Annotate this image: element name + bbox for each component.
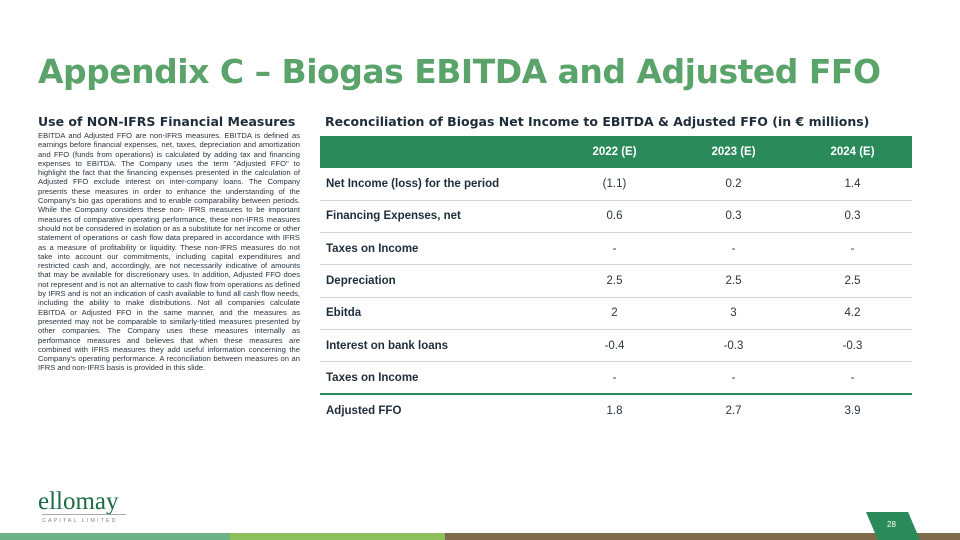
table-row: Taxes on Income - - - <box>320 232 912 266</box>
cell-value: 3 <box>674 297 793 330</box>
page-title: Appendix C – Biogas EBITDA and Adjusted … <box>38 52 881 91</box>
non-ifrs-description: EBITDA and Adjusted FFO are non-IFRS mea… <box>38 131 300 373</box>
cell-value: 1.8 <box>555 393 674 427</box>
cell-value: 3.9 <box>793 393 912 427</box>
cell-value: (1.1) <box>555 168 674 201</box>
cell-value: - <box>793 361 912 395</box>
logo-subtitle: CAPITAL LIMITED <box>42 518 118 524</box>
non-ifrs-heading: Use of NON-IFRS Financial Measures <box>38 114 296 129</box>
table-row: Depreciation 2.5 2.5 2.5 <box>320 264 912 298</box>
row-label: Financing Expenses, net <box>320 200 555 234</box>
table-row: Interest on bank loans -0.4 -0.3 -0.3 <box>320 329 912 363</box>
reconciliation-table: 2022 (E) 2023 (E) 2024 (E) Net Income (l… <box>320 136 912 427</box>
row-label: Net Income (loss) for the period <box>320 168 555 201</box>
cell-value: 2 <box>555 297 674 330</box>
cell-value: - <box>555 232 674 266</box>
cell-value: - <box>555 361 674 395</box>
cell-value: - <box>674 361 793 395</box>
cell-value: 2.5 <box>793 264 912 298</box>
ellomay-logo: ellomay <box>38 488 119 515</box>
page-number: 28 <box>887 520 896 529</box>
cell-value: -0.4 <box>555 329 674 363</box>
cell-value: 0.6 <box>555 200 674 234</box>
cell-value: 2.5 <box>555 264 674 298</box>
row-label: Interest on bank loans <box>320 329 555 363</box>
column-header: 2023 (E) <box>674 136 793 168</box>
table-row: Net Income (loss) for the period (1.1) 0.2… <box>320 168 912 201</box>
cell-value: 2.7 <box>674 393 793 427</box>
table-row: Ebitda 2 3 4.2 <box>320 297 912 330</box>
cell-value: 0.3 <box>674 200 793 234</box>
table-row: Financing Expenses, net 0.6 0.3 0.3 <box>320 200 912 234</box>
cell-value: -0.3 <box>674 329 793 363</box>
cell-value: - <box>674 232 793 266</box>
row-label: Adjusted FFO <box>320 393 555 427</box>
table-row: Adjusted FFO 1.8 2.7 3.9 <box>320 393 912 427</box>
cell-value: -0.3 <box>793 329 912 363</box>
table-row: Taxes on Income - - - <box>320 361 912 395</box>
column-header: 2022 (E) <box>555 136 674 168</box>
cell-value: 0.2 <box>674 168 793 201</box>
cell-value: 2.5 <box>674 264 793 298</box>
logo-divider <box>42 514 126 515</box>
cell-value: 0.3 <box>793 200 912 234</box>
row-label: Ebitda <box>320 297 555 330</box>
row-label: Depreciation <box>320 264 555 298</box>
table-heading: Reconciliation of Biogas Net Income to E… <box>325 114 870 129</box>
cell-value: - <box>793 232 912 266</box>
cell-value: 4.2 <box>793 297 912 330</box>
footer-bar-segment <box>0 533 230 540</box>
column-header: 2024 (E) <box>793 136 912 168</box>
footer-bar-segment <box>445 533 960 540</box>
row-label: Taxes on Income <box>320 361 555 395</box>
cell-value: 1.4 <box>793 168 912 201</box>
row-label: Taxes on Income <box>320 232 555 266</box>
footer-bar-segment <box>230 533 445 540</box>
table-header-row: 2022 (E) 2023 (E) 2024 (E) <box>320 136 912 168</box>
column-header <box>320 136 555 168</box>
